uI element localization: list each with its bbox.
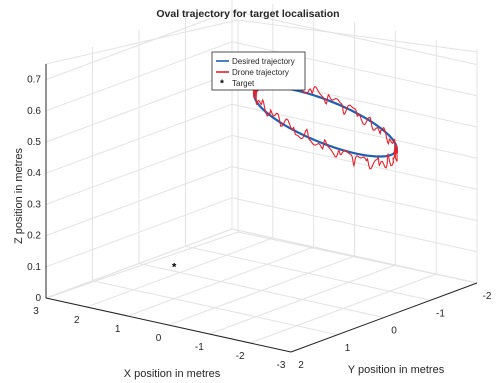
y-tick-label: 0 <box>391 326 397 337</box>
legend-label-target: Target <box>232 79 255 88</box>
z-tick-label: 0.1 <box>27 262 41 273</box>
z-tick-label: 0.3 <box>27 199 41 210</box>
grid-line-y <box>92 280 338 336</box>
legend: Desired trajectory Drone trajectory * Ta… <box>211 51 306 91</box>
legend-label-drone: Drone trajectory <box>232 68 289 77</box>
target-point: * <box>172 261 177 273</box>
z-tick-label: 0.2 <box>27 231 41 242</box>
x-tick-label: -3 <box>277 360 286 371</box>
z-axis-label: Z position in metres <box>13 148 25 244</box>
y-tick-label: -1 <box>436 308 445 319</box>
y-tick-label: 2 <box>298 360 304 371</box>
grid-line-y <box>185 245 431 301</box>
x-tick-label: 1 <box>115 324 121 335</box>
series-drone-trajectory <box>252 74 399 170</box>
chart-title: Oval trajectory for target localisation <box>156 8 339 20</box>
y-axis-label: Y position in metres <box>348 364 445 376</box>
y-axis-line <box>290 282 478 353</box>
x-tick-label: 3 <box>33 306 39 317</box>
legend-label-desired: Desired trajectory <box>232 57 295 66</box>
z-tick-label: 0.6 <box>27 106 41 117</box>
z-tick-label: 0.7 <box>27 75 41 86</box>
legend-swatch-target: * <box>220 79 224 90</box>
x-tick-label: 2 <box>74 315 80 326</box>
axis-lines <box>45 64 478 353</box>
y-tick-label: -2 <box>483 291 492 302</box>
x-tick-label: -1 <box>195 342 204 353</box>
x-tick-label: -2 <box>236 351 245 362</box>
x-axis-line <box>45 297 292 353</box>
z-tick-label: 0.5 <box>27 137 41 148</box>
z-tick-label: 0 <box>35 293 41 304</box>
z-tick-label: 0.4 <box>27 168 41 179</box>
grid-line-y <box>231 228 478 284</box>
x-axis-label: X position in metres <box>124 368 221 380</box>
x-tick-label: 0 <box>156 333 162 344</box>
legend-box <box>211 51 306 91</box>
tick-labels: 0 0.1 0.2 0.3 0.4 0.5 0.6 0.7 3 2 1 0 -1 -2 -3 2 1 0 -1 -2 <box>27 75 492 371</box>
grid-line-y <box>138 263 385 318</box>
y-tick-label: 1 <box>345 343 351 354</box>
